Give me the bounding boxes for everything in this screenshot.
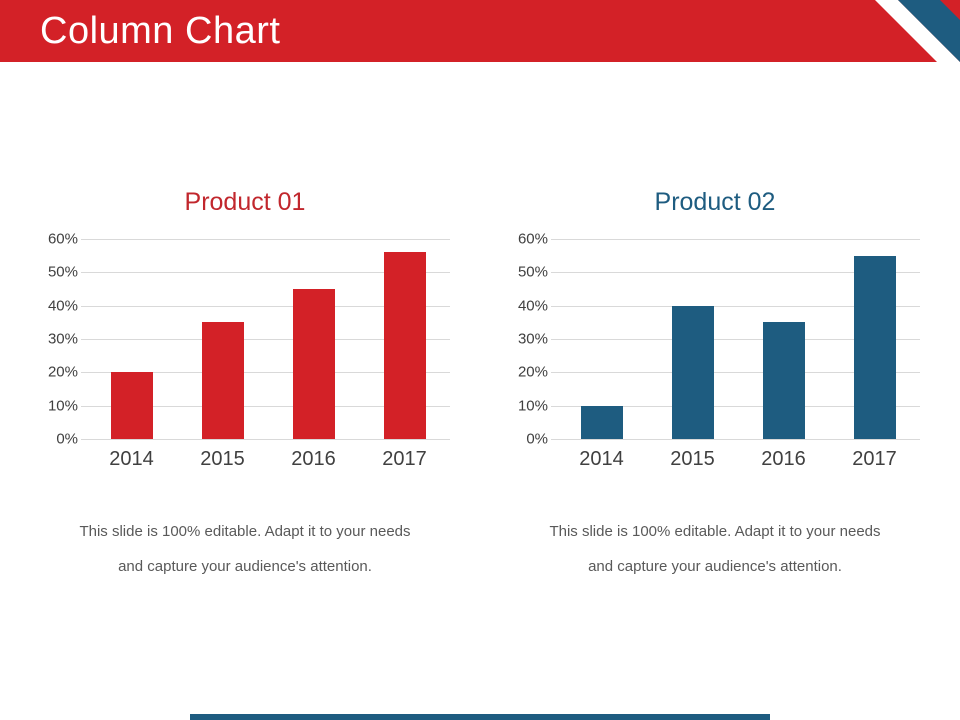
y-tick-label: 30% [517, 330, 548, 348]
y-tick-label: 10% [517, 397, 548, 415]
x-axis: 2014 2015 2016 2017 [556, 448, 920, 471]
bar [580, 405, 623, 439]
gridline [551, 339, 920, 340]
chart-title: Product 01 [184, 188, 306, 216]
bar-slot [556, 239, 647, 439]
bars [86, 239, 450, 439]
x-tick-label: 2016 [761, 448, 806, 470]
caption-line-2: and capture your audience's attention. [588, 558, 842, 575]
y-tick-label: 0% [526, 430, 548, 448]
x-tick-label: 2015 [200, 448, 245, 470]
bar [292, 289, 335, 439]
plot-area [81, 239, 450, 440]
caption: This slide is 100% editable. Adapt it to… [510, 523, 920, 575]
bars [556, 239, 920, 439]
slide-title: Column Chart [40, 9, 281, 52]
x-tick-label: 2014 [579, 448, 624, 470]
caption-line-2: and capture your audience's attention. [118, 558, 372, 575]
x-tick-label: 2015 [670, 448, 715, 470]
x-tick-label: 2016 [291, 448, 336, 470]
gridline [81, 439, 450, 440]
y-tick-label: 50% [47, 263, 78, 281]
caption-line-1: This slide is 100% editable. Adapt it to… [549, 523, 881, 540]
y-tick-label: 40% [517, 297, 548, 315]
bar-slot [177, 239, 268, 439]
x-axis: 2014 2015 2016 2017 [86, 448, 450, 471]
chart-body: 60% 50% 40% 30% 20% 10% 0% [40, 231, 450, 448]
y-tick-label: 20% [517, 363, 548, 381]
footer-accent-bar [190, 714, 770, 720]
gridline [81, 239, 450, 240]
y-tick-label: 20% [47, 363, 78, 381]
bar-slot [647, 239, 738, 439]
gridline [551, 372, 920, 374]
x-tick-label: 2014 [109, 448, 154, 470]
gridline [81, 339, 450, 340]
bar [853, 255, 896, 439]
caption-line-1: This slide is 100% editable. Adapt it to… [79, 523, 411, 540]
x-tick-label: 2017 [852, 448, 897, 470]
gridline [81, 305, 450, 307]
bar-slot [738, 239, 829, 439]
gridline [81, 372, 450, 374]
bar-slot [359, 239, 450, 439]
bar-slot [829, 239, 920, 439]
chart-body: 60% 50% 40% 30% 20% 10% 0% [510, 231, 920, 448]
header-bar: Column Chart [0, 0, 960, 75]
chart-product-01: Product 01 60% 50% 40% 30% 20% 10% 0% 2014 2015… [40, 188, 450, 575]
gridline [551, 239, 920, 240]
y-tick-label: 40% [47, 297, 78, 315]
bar-slot [86, 239, 177, 439]
bar [671, 305, 714, 439]
y-tick-label: 60% [517, 230, 548, 248]
x-tick-label: 2017 [382, 448, 427, 470]
bar [383, 252, 426, 439]
y-tick-label: 60% [47, 230, 78, 248]
gridline [81, 405, 450, 407]
y-tick-label: 10% [47, 397, 78, 415]
caption: This slide is 100% editable. Adapt it to… [40, 523, 450, 575]
y-axis: 60% 50% 40% 30% 20% 10% 0% [40, 231, 86, 448]
bar-slot [268, 239, 359, 439]
y-tick-label: 0% [56, 430, 78, 448]
y-axis: 60% 50% 40% 30% 20% 10% 0% [510, 231, 556, 448]
chart-product-02: Product 02 60% 50% 40% 30% 20% 10% 0% 2014 2015… [510, 188, 920, 575]
gridline [551, 439, 920, 440]
chart-title: Product 02 [654, 188, 776, 216]
gridline [551, 272, 920, 274]
gridline [81, 272, 450, 274]
gridline [551, 405, 920, 407]
bar [201, 322, 244, 439]
y-tick-label: 30% [47, 330, 78, 348]
bar [762, 322, 805, 439]
y-tick-label: 50% [517, 263, 548, 281]
gridline [551, 305, 920, 307]
plot-area [551, 239, 920, 440]
bar [110, 372, 153, 439]
corner-ribbons-decoration [875, 0, 960, 75]
